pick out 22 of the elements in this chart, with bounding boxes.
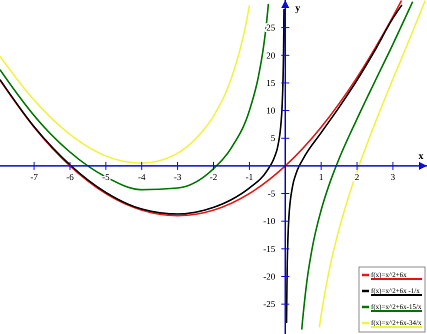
x-tick-label: -1: [246, 172, 254, 182]
x-tick-label: -7: [30, 172, 38, 182]
y-tick-label: 15: [266, 78, 276, 88]
x-tick-label: 1: [318, 172, 324, 182]
x-tick-label: -2: [210, 172, 218, 182]
y-tick-label: -5: [268, 188, 276, 199]
x-axis-title: x: [418, 150, 424, 162]
y-axis-title: y: [295, 3, 300, 14]
y-tick-label: -25: [263, 299, 276, 310]
y-tick-label: 10: [266, 106, 276, 116]
line-series: [0, 0, 402, 216]
y-tick-label: -15: [263, 244, 276, 254]
x-tick-label: 3: [390, 172, 396, 182]
y-tick-label: 20: [266, 50, 276, 60]
x-tick-label: 2: [354, 172, 360, 182]
x-tick-label: -4: [138, 172, 146, 182]
x-tick-label: -6: [66, 172, 74, 182]
y-tick-label: -10: [263, 216, 276, 226]
y-tick-label: -20: [263, 271, 276, 282]
y-tick-label: 5: [270, 133, 276, 144]
y-tick-label: 25: [266, 22, 276, 33]
x-tick-label: -3: [174, 172, 182, 182]
